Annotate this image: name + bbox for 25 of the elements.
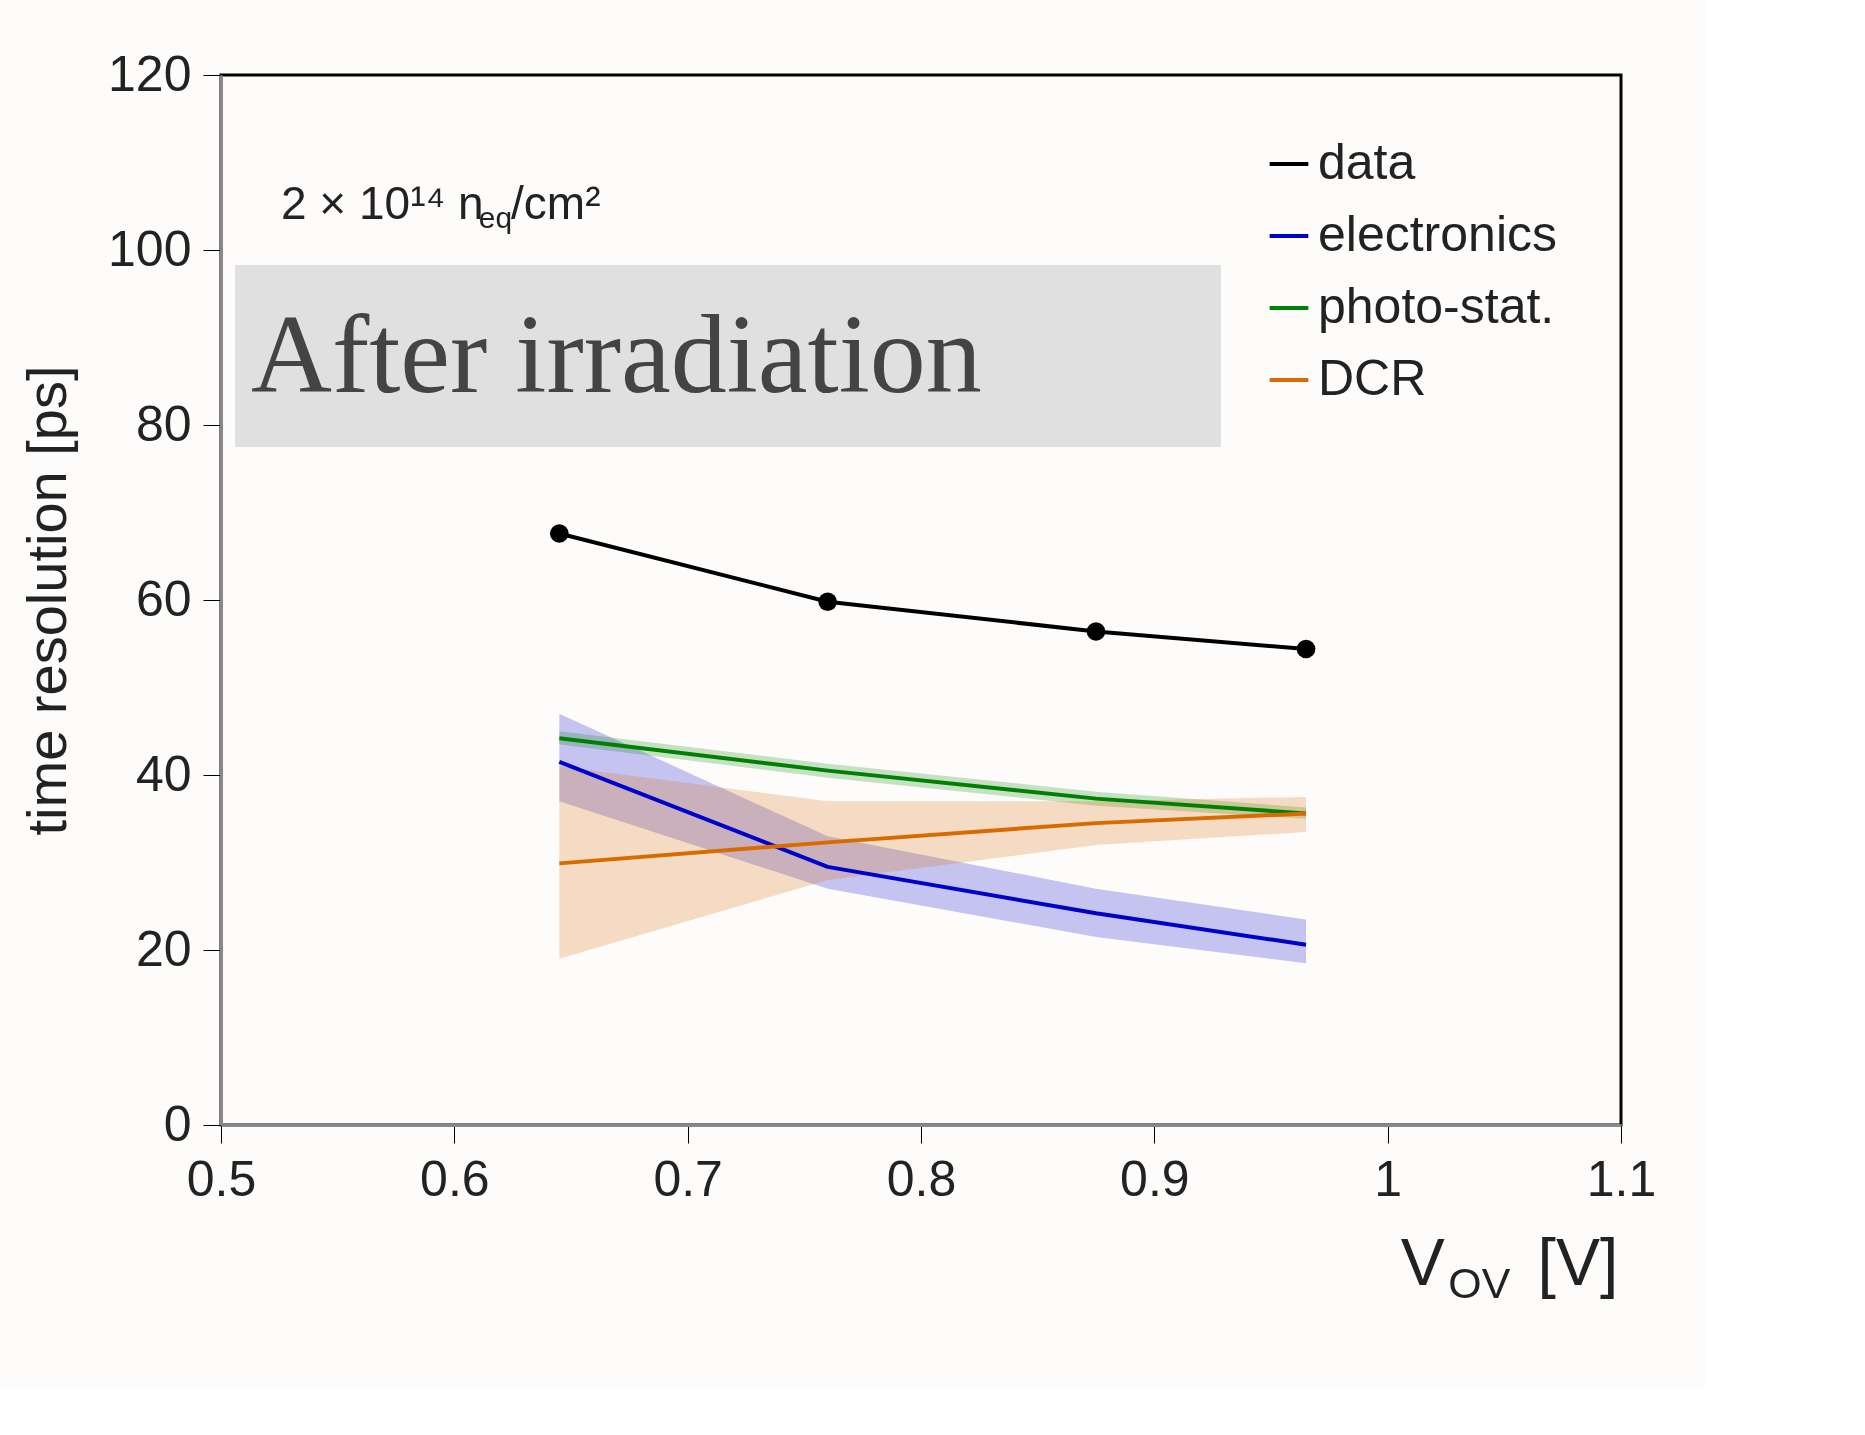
x-tick-label: 0.7 xyxy=(653,1150,723,1207)
x-tick-label: 0.6 xyxy=(420,1150,490,1207)
annotation: After irradiation xyxy=(251,292,982,416)
x-tick-label: 0.8 xyxy=(886,1150,957,1207)
point xyxy=(1086,622,1106,641)
x-tick-label: 1.1 xyxy=(1586,1150,1657,1207)
x-tick-label: 0.5 xyxy=(186,1150,257,1207)
y-tick-label: 0 xyxy=(163,1095,192,1152)
x-tick-label: 1 xyxy=(1374,1150,1403,1207)
line-series xyxy=(557,811,1308,866)
y-tick-label: 120 xyxy=(108,45,192,102)
point xyxy=(549,524,569,543)
y-tick-label: 20 xyxy=(135,920,192,977)
y-tick-label: 80 xyxy=(135,395,192,452)
legend-label: electronics xyxy=(1318,206,1557,262)
legend-label: data xyxy=(1318,134,1416,190)
y-axis-title: time resolution [ps] xyxy=(15,365,79,836)
y-tick-label: 40 xyxy=(135,745,192,802)
y-tick-label: 100 xyxy=(108,220,192,277)
x-tick-label: 0.9 xyxy=(1120,1150,1190,1207)
legend-label: photo-stat. xyxy=(1318,278,1555,334)
legend-label: DCR xyxy=(1318,350,1427,406)
point xyxy=(818,592,838,612)
y-tick-label: 60 xyxy=(135,570,192,627)
point xyxy=(1296,639,1316,659)
